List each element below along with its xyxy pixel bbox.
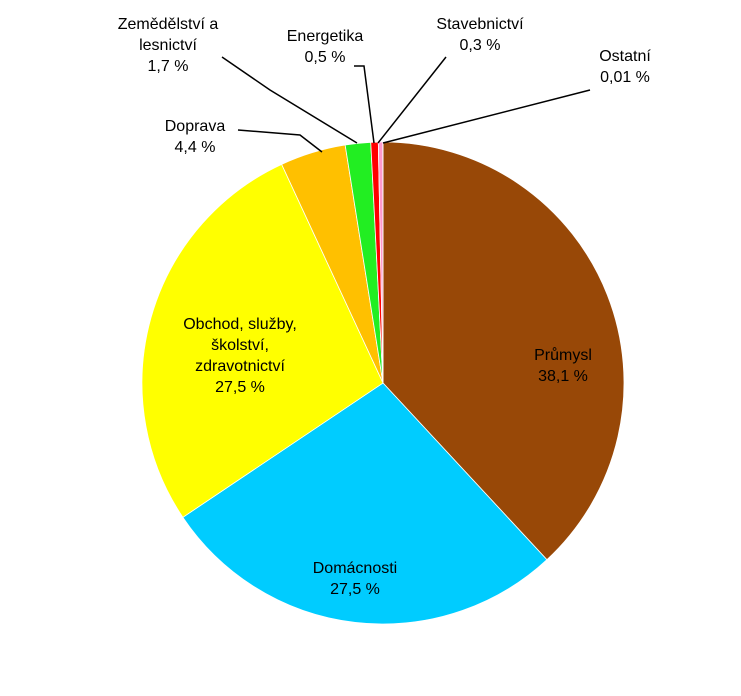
value-label: 0,3 % (459, 37, 501, 54)
value-label: 27,5 % (330, 581, 380, 598)
slice-label: Obchod, služby, školství, zdravotnictví 2… (165, 314, 315, 398)
leader-line (377, 56, 447, 144)
category-label: Energetika (286, 28, 364, 45)
value-label: 38,1 % (538, 368, 588, 385)
category-label: Průmysl (534, 347, 592, 364)
pie-slice (141, 163, 384, 518)
pie-slice (382, 141, 625, 561)
leader-line (221, 56, 358, 144)
value-label: 27,5 % (215, 379, 265, 396)
slice-label: Stavebnictví 0,3 % (420, 14, 540, 56)
category-label: Obchod, služby, školství, zdravotnictví (183, 316, 297, 375)
value-label: 1,7 % (147, 58, 189, 75)
leader-line (354, 65, 375, 144)
slice-label: Průmysl 38,1 % (503, 345, 623, 387)
category-label: Domácnosti (312, 560, 398, 577)
category-label: Stavebnictví (436, 16, 524, 33)
category-label: Doprava (164, 118, 226, 135)
slice-label: Energetika 0,5 % (270, 26, 380, 68)
category-label: Zemědělství a lesnictví (117, 16, 219, 54)
leader-line (382, 89, 591, 144)
category-label: Ostatní (599, 48, 651, 65)
value-label: 4,4 % (174, 139, 216, 156)
value-label: 0,5 % (304, 49, 346, 66)
slice-label: Ostatní 0,01 % (580, 46, 670, 88)
value-label: 0,01 % (600, 69, 650, 86)
leader-line (237, 129, 323, 153)
slice-label: Zemědělství a lesnictví 1,7 % (103, 14, 233, 77)
pie-slice (182, 382, 548, 625)
slice-label: Doprava 4,4 % (150, 116, 240, 158)
slice-label: Domácnosti 27,5 % (285, 558, 425, 600)
